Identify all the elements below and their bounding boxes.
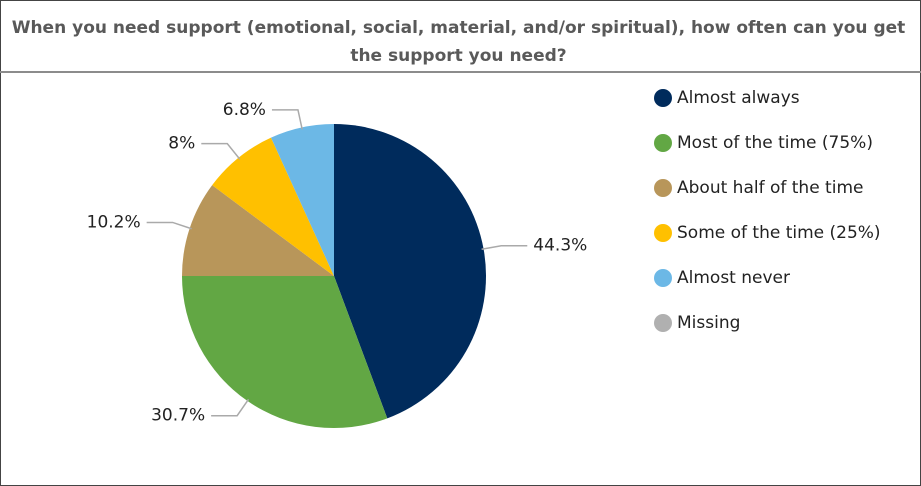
legend-marker bbox=[654, 179, 672, 197]
leader-line bbox=[201, 142, 241, 160]
pie-slice bbox=[182, 276, 388, 428]
legend-marker bbox=[654, 269, 672, 287]
legend-label: Some of the time (25%) bbox=[677, 223, 881, 243]
legend-label: Missing bbox=[677, 313, 740, 333]
pie-slice bbox=[212, 137, 334, 276]
chart-title: When you need support (emotional, social… bbox=[11, 18, 906, 66]
title-rule bbox=[0, 71, 921, 73]
pie-slice bbox=[182, 185, 334, 276]
legend-label: Almost always bbox=[677, 88, 800, 108]
leader-line bbox=[271, 109, 303, 130]
leader-line bbox=[146, 221, 192, 230]
legend-marker bbox=[654, 224, 672, 242]
legend-marker bbox=[654, 89, 672, 107]
data-label: 6.8% bbox=[223, 100, 266, 120]
leader-line bbox=[211, 398, 250, 417]
leader-line bbox=[481, 244, 528, 251]
data-label: 10.2% bbox=[87, 212, 141, 232]
data-label: 8% bbox=[168, 134, 195, 154]
data-label: 44.3% bbox=[533, 236, 587, 256]
data-label: 30.7% bbox=[151, 406, 205, 426]
legend-marker bbox=[654, 134, 672, 152]
legend-label: Almost never bbox=[677, 268, 790, 288]
legend-label: Most of the time (75%) bbox=[677, 133, 873, 153]
legend-marker bbox=[654, 314, 672, 332]
pie-slice bbox=[334, 124, 487, 419]
pie-slice bbox=[271, 124, 334, 276]
legend-label: About half of the time bbox=[677, 178, 863, 198]
